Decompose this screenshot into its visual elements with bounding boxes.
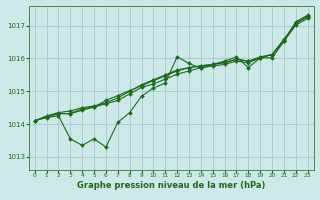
X-axis label: Graphe pression niveau de la mer (hPa): Graphe pression niveau de la mer (hPa) (77, 181, 265, 190)
